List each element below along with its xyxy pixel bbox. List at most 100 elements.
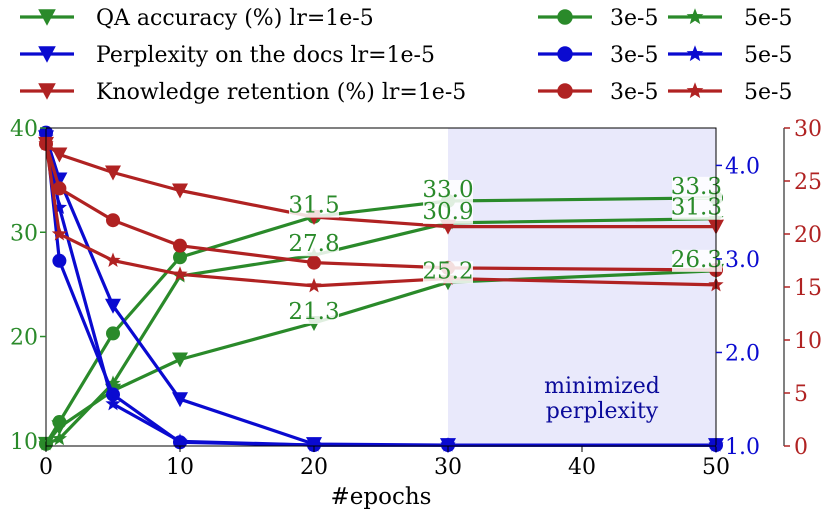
right-outer-y-tick-label: 30 bbox=[794, 117, 822, 142]
data-point bbox=[51, 226, 67, 241]
legend: QA accuracy (%) lr=1e-5 3e-5 5e-5 Perplexit… bbox=[20, 6, 792, 105]
annotation-bg bbox=[423, 201, 473, 224]
plot-frame bbox=[45, 127, 717, 447]
left-y-tick-label: 20 bbox=[10, 326, 38, 351]
annotation-bg bbox=[672, 176, 722, 199]
data-label: 25.2 bbox=[422, 258, 473, 284]
data-point bbox=[105, 395, 121, 411]
data-label: 31.3 bbox=[671, 195, 722, 221]
legend-marker bbox=[38, 9, 56, 26]
right-outer-y-tick-label: 0 bbox=[794, 435, 808, 460]
legend-entry: 5e-5 bbox=[668, 80, 792, 105]
data-point bbox=[172, 352, 188, 368]
legend-label: 5e-5 bbox=[744, 6, 792, 31]
minimized-perplexity-region bbox=[448, 128, 716, 446]
data-point bbox=[51, 147, 68, 163]
right-outer-y-tick-label: 10 bbox=[794, 329, 822, 354]
x-tick-label: 30 bbox=[434, 455, 462, 480]
left-y-tick-label: 10 bbox=[10, 430, 38, 455]
data-label: 31.5 bbox=[288, 193, 339, 219]
data-point bbox=[307, 255, 321, 270]
annotation-bg bbox=[423, 179, 473, 202]
legend-marker bbox=[557, 46, 573, 62]
data-point bbox=[306, 277, 322, 293]
legend-entry: 3e-5 bbox=[538, 80, 658, 105]
annotation-bg bbox=[289, 301, 339, 324]
legend-label: 3e-5 bbox=[610, 80, 658, 105]
legend-label: QA accuracy (%) lr=1e-5 bbox=[96, 6, 374, 31]
data-point bbox=[173, 238, 187, 253]
annotation-layer: 31.5 33.0 33.3 27.8 30.9 31.3 21.3 25.2 26.3 bbox=[288, 174, 722, 325]
legend-label: Perplexity on the docs lr=1e-5 bbox=[96, 43, 435, 68]
legend-label: 5e-5 bbox=[744, 80, 792, 105]
legend-entry: 5e-5 bbox=[668, 43, 792, 68]
data-point bbox=[51, 199, 67, 214]
data-point bbox=[105, 252, 121, 267]
right-inner-y-tick-label: 2.0 bbox=[725, 341, 760, 366]
right-outer-y-tick-label: 15 bbox=[794, 276, 822, 301]
legend-entry: Knowledge retention (%) lr=1e-5 bbox=[20, 80, 466, 105]
data-label: 21.3 bbox=[288, 299, 339, 325]
data-point bbox=[172, 183, 188, 199]
right-inner-y-tick-label: 4.0 bbox=[725, 154, 760, 179]
annotation-bg bbox=[289, 234, 339, 257]
x-tick-label: 50 bbox=[702, 455, 730, 480]
legend-entry: 5e-5 bbox=[668, 6, 792, 31]
legend-entry: Perplexity on the docs lr=1e-5 bbox=[20, 43, 435, 68]
annotation-bg bbox=[289, 195, 339, 218]
data-label: 33.3 bbox=[671, 174, 722, 200]
data-point bbox=[52, 415, 67, 430]
data-point bbox=[172, 433, 188, 448]
legend-label: 5e-5 bbox=[744, 43, 792, 68]
legend-marker bbox=[557, 9, 573, 25]
data-label: 30.9 bbox=[422, 199, 473, 225]
data-label: 26.3 bbox=[671, 247, 722, 273]
x-tick-label: 0 bbox=[39, 455, 53, 480]
right-inner-y-tick-label: 1.0 bbox=[725, 435, 760, 460]
data-point bbox=[106, 213, 120, 228]
axes-layer: 0 10 20 30 40 50102030401.02.03.04.0051015202… bbox=[10, 117, 822, 480]
data-label: 33.0 bbox=[422, 177, 473, 203]
shaded-region-label-line2: perplexity bbox=[546, 399, 659, 424]
data-point bbox=[306, 437, 322, 452]
left-y-tick-label: 30 bbox=[10, 221, 38, 246]
data-point bbox=[52, 181, 67, 196]
data-point bbox=[105, 165, 121, 181]
data-point bbox=[440, 437, 456, 452]
legend-entry: 3e-5 bbox=[538, 43, 658, 68]
legend-marker bbox=[686, 45, 704, 62]
shaded-region-label-line1: minimized bbox=[544, 374, 660, 399]
data-point bbox=[172, 392, 188, 408]
right-outer-y-tick-label: 20 bbox=[794, 223, 822, 248]
legend-label: 3e-5 bbox=[610, 43, 658, 68]
legend-entry: QA accuracy (%) lr=1e-5 bbox=[20, 6, 374, 31]
data-point bbox=[173, 250, 187, 265]
annotation-bg bbox=[672, 249, 722, 272]
left-y-tick-label: 40 bbox=[10, 117, 38, 142]
legend-entry: 3e-5 bbox=[538, 6, 658, 31]
right-inner-y-tick-label: 3.0 bbox=[725, 248, 760, 273]
legend-marker bbox=[38, 46, 56, 63]
annotation-bg bbox=[423, 261, 473, 284]
data-point bbox=[51, 430, 67, 446]
legend-marker bbox=[38, 83, 56, 100]
legend-label: 3e-5 bbox=[610, 6, 658, 31]
annotation-bg bbox=[672, 197, 722, 220]
data-point bbox=[105, 375, 121, 390]
data-label: 27.8 bbox=[288, 231, 339, 257]
x-axis-label: #epochs bbox=[331, 484, 432, 510]
right-outer-y-tick-label: 25 bbox=[794, 170, 822, 195]
data-point bbox=[172, 266, 188, 281]
legend-marker bbox=[686, 8, 704, 25]
right-outer-y-tick-label: 5 bbox=[794, 382, 808, 407]
legend-marker bbox=[557, 83, 573, 99]
data-point bbox=[105, 298, 121, 314]
legend-label: Knowledge retention (%) lr=1e-5 bbox=[96, 80, 466, 105]
data-point bbox=[52, 253, 67, 268]
x-tick-label: 10 bbox=[166, 455, 194, 480]
x-tick-label: 40 bbox=[568, 455, 596, 480]
x-tick-label: 20 bbox=[300, 455, 328, 480]
legend-marker bbox=[686, 82, 704, 99]
data-point bbox=[106, 326, 120, 341]
